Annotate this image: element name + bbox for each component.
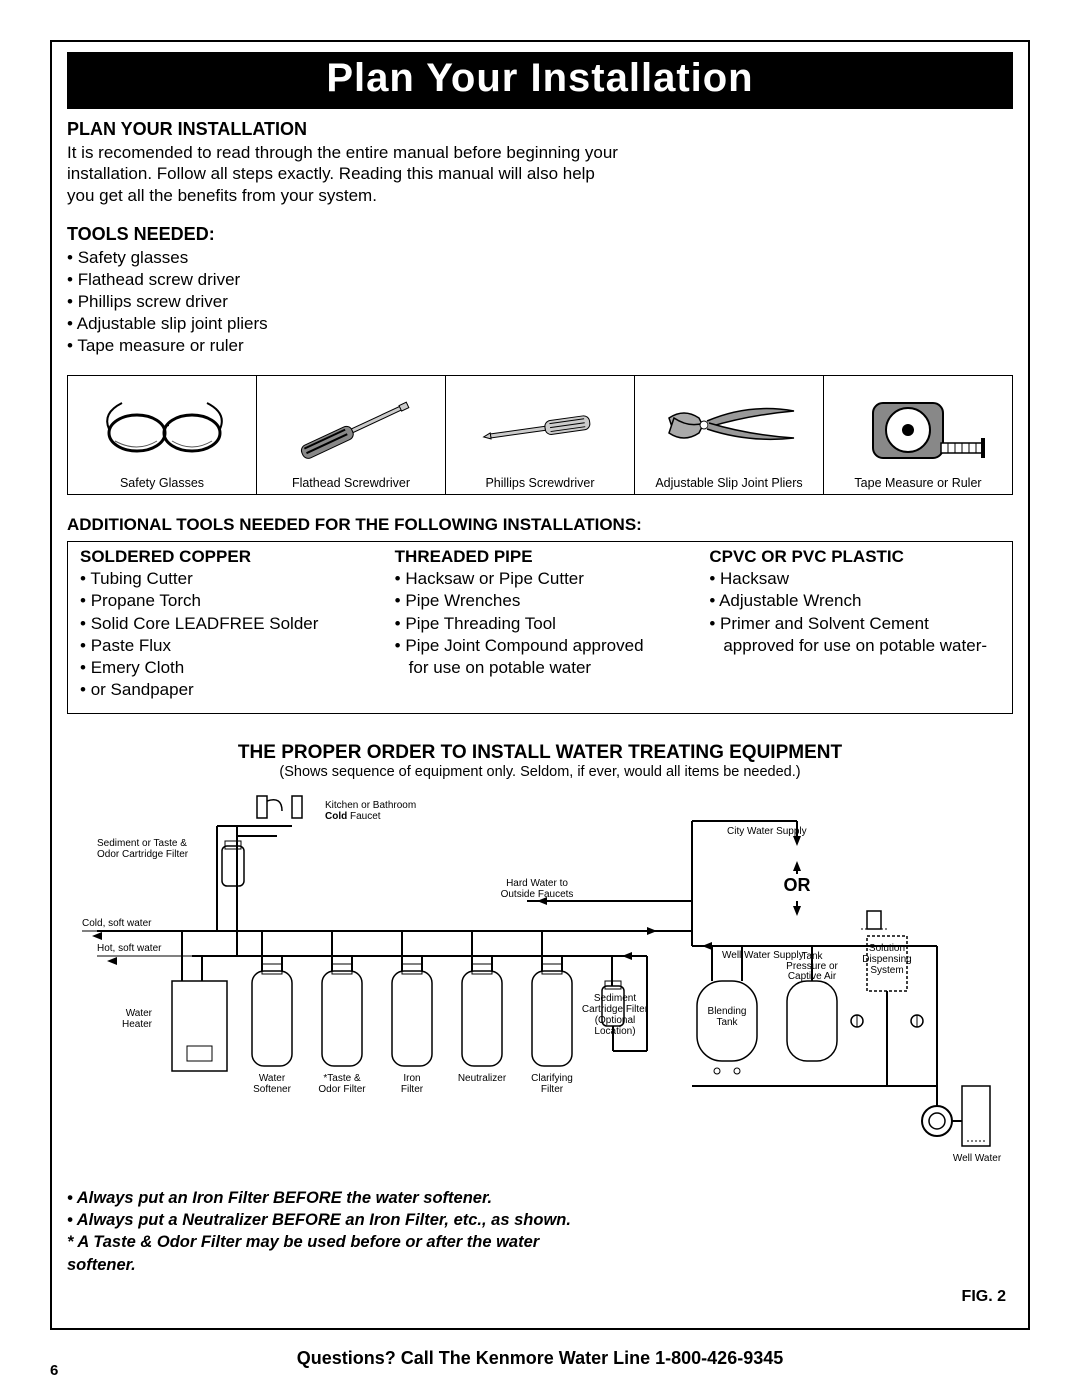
flathead-screwdriver-icon [276,388,426,468]
plan-heading: PLAN YOUR INSTALLATION [67,119,1013,140]
intro-text: It is recomended to read through the ent… [67,142,627,206]
svg-text:Sediment: Sediment [594,993,636,1004]
tool-item: Tape measure or ruler [67,335,1013,357]
inst-item: Adjustable Wrench [709,590,1000,612]
inst-item: Tubing Cutter [80,568,371,590]
svg-text:Cold Faucet: Cold Faucet [325,811,381,822]
inst-col-title: THREADED PIPE [395,546,686,568]
svg-text:Hot, soft water: Hot, soft water [97,943,162,954]
svg-text:Softener: Softener [253,1084,291,1095]
inst-item: Pipe Wrenches [395,590,686,612]
svg-text:Filter: Filter [401,1084,424,1095]
svg-text:Captive Air: Captive Air [788,971,837,982]
inst-item: or Sandpaper [80,679,371,701]
pliers-icon [649,393,809,463]
svg-text:System: System [870,965,903,976]
svg-text:Neutralizer: Neutralizer [458,1073,507,1084]
title-bar: Plan Your Installation [67,52,1013,109]
svg-text:Water: Water [126,1008,153,1019]
tool-item: Safety glasses [67,247,1013,269]
inst-col-title: CPVC OR PVC PLASTIC [709,546,1000,568]
svg-text:Dispensing: Dispensing [862,954,911,965]
tool-caption: Tape Measure or Ruler [828,474,1008,490]
note-line: softener. [67,1254,1013,1276]
inst-item: Pipe Threading Tool [395,613,686,635]
inst-item: approved for use on potable water- [709,635,1000,657]
svg-text:Tank: Tank [716,1017,738,1028]
tool-cell-phillips: Phillips Screwdriver [446,376,635,494]
page-border: Plan Your Installation PLAN YOUR INSTALL… [50,40,1030,1330]
inst-col-copper: SOLDERED COPPER Tubing Cutter Propane To… [68,542,383,713]
inst-item: Hacksaw [709,568,1000,590]
tool-caption: Safety Glasses [72,474,252,490]
tool-caption: Flathead Screwdriver [261,474,441,490]
svg-text:Heater: Heater [122,1019,153,1030]
note-line: • Always put an Iron Filter BEFORE the w… [67,1187,1013,1209]
svg-text:Cold, soft water: Cold, soft water [82,918,152,929]
footer-line: Questions? Call The Kenmore Water Line 1… [50,1348,1030,1369]
safety-glasses-icon [97,393,227,463]
svg-text:*Taste &: *Taste & [323,1073,361,1084]
inst-item: for use on potable water [395,657,686,679]
svg-text:Location): Location) [594,1026,635,1037]
installation-diagram: Kitchen or Bathroom Cold Faucet Sediment… [67,786,1013,1181]
svg-text:Odor Filter: Odor Filter [318,1084,366,1095]
tool-cell-pliers: Adjustable Slip Joint Pliers [635,376,824,494]
tool-cell-glasses: Safety Glasses [68,376,257,494]
tools-list: Safety glasses Flathead screw driver Phi… [67,247,1013,357]
tool-icons-grid: Safety Glasses Flathead Screwdriver [67,375,1013,495]
svg-text:Clarifying: Clarifying [531,1073,573,1084]
svg-text:Blending: Blending [708,1006,747,1017]
svg-text:Well Water: Well Water [953,1153,1002,1164]
additional-heading: ADDITIONAL TOOLS NEEDED FOR THE FOLLOWIN… [67,515,1013,535]
inst-col-threaded: THREADED PIPE Hacksaw or Pipe Cutter Pip… [383,542,698,713]
svg-text:Iron: Iron [403,1073,420,1084]
tool-caption: Adjustable Slip Joint Pliers [639,474,819,490]
inst-item: Pipe Joint Compound approved [395,635,686,657]
tool-item: Flathead screw driver [67,269,1013,291]
inst-item: Paste Flux [80,635,371,657]
note-line: • Always put a Neutralizer BEFORE an Iro… [67,1209,1013,1231]
notes-block: • Always put an Iron Filter BEFORE the w… [67,1187,1013,1276]
phillips-screwdriver-icon [465,398,615,458]
svg-text:Sediment or Taste &: Sediment or Taste & [97,838,187,849]
tool-caption: Phillips Screwdriver [450,474,630,490]
svg-text:Tank: Tank [801,951,823,962]
svg-text:Hard Water to: Hard Water to [506,878,568,889]
svg-text:Outside Faucets: Outside Faucets [501,889,574,900]
tool-item: Adjustable slip joint pliers [67,313,1013,335]
inst-col-title: SOLDERED COPPER [80,546,371,568]
inst-item: Propane Torch [80,590,371,612]
svg-text:Cartridge Filter: Cartridge Filter [582,1004,649,1015]
svg-text:Filter: Filter [541,1084,564,1095]
svg-text:Odor Cartridge Filter: Odor Cartridge Filter [97,849,189,860]
page-number: 6 [50,1362,58,1379]
svg-text:Solution: Solution [869,943,905,954]
svg-text:OR: OR [784,875,811,895]
tool-cell-tape: Tape Measure or Ruler [824,376,1012,494]
tape-measure-icon [843,388,993,468]
proper-order-heading: THE PROPER ORDER TO INSTALL WATER TREATI… [67,742,1013,764]
inst-item: Primer and Solvent Cement [709,613,1000,635]
installations-table: SOLDERED COPPER Tubing Cutter Propane To… [67,541,1013,714]
proper-order-sub: (Shows sequence of equipment only. Seldo… [67,764,1013,780]
tool-cell-flathead: Flathead Screwdriver [257,376,446,494]
tool-item: Phillips screw driver [67,291,1013,313]
inst-item: Emery Cloth [80,657,371,679]
note-line: * A Taste & Odor Filter may be used befo… [67,1231,1013,1253]
svg-text:Water: Water [259,1073,286,1084]
inst-col-cpvc: CPVC OR PVC PLASTIC Hacksaw Adjustable W… [697,542,1012,713]
svg-text:(Optional: (Optional [595,1015,636,1026]
figure-label: FIG. 2 [962,1288,1006,1306]
svg-text:Well Water Supply: Well Water Supply [722,950,804,961]
svg-text:City Water Supply: City Water Supply [727,826,807,837]
inst-item: Hacksaw or Pipe Cutter [395,568,686,590]
tools-heading: TOOLS NEEDED: [67,224,1013,245]
inst-item: Solid Core LEADFREE Solder [80,613,371,635]
svg-text:Kitchen or Bathroom: Kitchen or Bathroom [325,800,416,811]
